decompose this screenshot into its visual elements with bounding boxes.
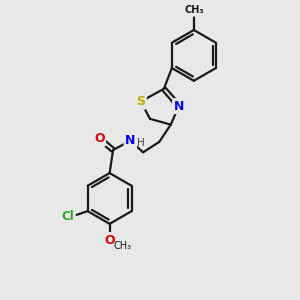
- Text: H: H: [137, 138, 145, 148]
- Text: CH₃: CH₃: [184, 5, 204, 15]
- Text: CH₃: CH₃: [113, 241, 131, 251]
- Text: O: O: [104, 233, 115, 247]
- Text: S: S: [136, 95, 145, 108]
- Text: N: N: [125, 134, 136, 147]
- Text: O: O: [94, 132, 104, 145]
- Text: N: N: [174, 100, 184, 113]
- Text: Cl: Cl: [61, 210, 74, 224]
